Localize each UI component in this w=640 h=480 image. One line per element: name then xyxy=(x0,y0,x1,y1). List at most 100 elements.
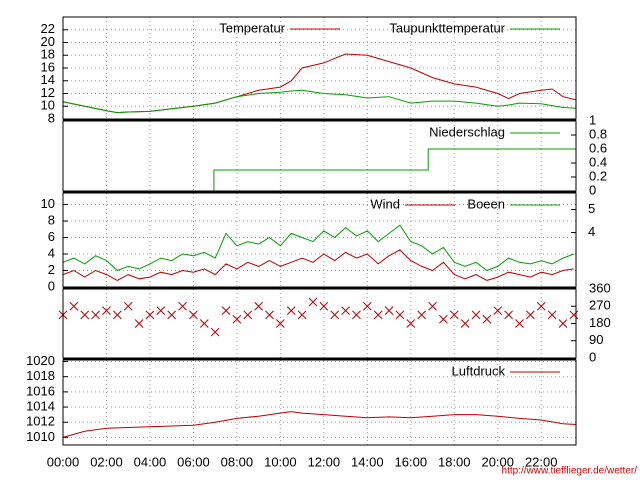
data-line xyxy=(62,224,574,272)
y-tick-label: 10 xyxy=(41,98,55,113)
data-point xyxy=(395,310,405,320)
data-point xyxy=(330,310,340,320)
data-point xyxy=(547,310,557,320)
data-point xyxy=(189,310,198,320)
y-tick-label: 270 xyxy=(589,298,611,313)
y-tick-label: 8 xyxy=(48,110,55,125)
y-tick-label: 6 xyxy=(48,229,55,244)
x-tick-label: 20:00 xyxy=(481,454,514,469)
y-tick-label: 16 xyxy=(41,59,55,74)
data-point xyxy=(123,301,133,311)
data-point xyxy=(199,319,209,328)
data-point xyxy=(352,310,361,320)
x-tick-label: 02:00 xyxy=(90,454,123,469)
legend-label: Temperatur xyxy=(219,20,285,35)
y-tick-label: 18 xyxy=(41,47,55,62)
y-tick-label: 1018 xyxy=(26,368,55,383)
y-tick-label: 1014 xyxy=(26,398,55,413)
y-tick-label: 0.6 xyxy=(589,140,607,155)
y-tick-label: 360 xyxy=(589,280,611,295)
y-tick-label: 0 xyxy=(589,182,596,197)
x-tick-label: 22:00 xyxy=(525,454,558,469)
data-point xyxy=(471,310,481,320)
x-tick-label: 16:00 xyxy=(395,454,428,469)
y-tick-label: 180 xyxy=(589,315,611,330)
y-tick-label: 0.4 xyxy=(589,154,607,169)
data-point xyxy=(525,310,535,320)
data-point xyxy=(254,301,263,311)
data-point xyxy=(341,306,350,316)
y-tick-label: 2 xyxy=(48,262,55,277)
legend-label: Wind xyxy=(370,196,400,211)
data-point xyxy=(297,310,307,320)
data-point xyxy=(80,310,90,320)
data-point xyxy=(449,310,459,320)
data-point xyxy=(558,319,568,328)
y-tick-label: 1010 xyxy=(26,429,55,444)
y-tick-label: 20 xyxy=(41,34,55,49)
data-point xyxy=(91,310,100,320)
data-point xyxy=(232,314,242,324)
x-tick-label: 10:00 xyxy=(264,454,297,469)
data-point xyxy=(210,327,220,337)
data-point xyxy=(384,306,394,316)
data-point xyxy=(536,301,546,311)
data-point xyxy=(319,301,329,311)
x-tick-label: 14:00 xyxy=(351,454,384,469)
data-point xyxy=(156,306,166,316)
y-tick-label: 90 xyxy=(589,332,603,347)
x-tick-label: 00:00 xyxy=(47,454,80,469)
data-point xyxy=(504,310,513,320)
data-line xyxy=(62,89,577,114)
y2-tick-label: 4 xyxy=(588,224,595,239)
data-point xyxy=(69,301,79,311)
data-point xyxy=(362,301,372,311)
data-point xyxy=(134,319,144,328)
x-tick-label: 18:00 xyxy=(438,454,471,469)
y-tick-label: 10 xyxy=(41,196,55,211)
y-tick-label: 22 xyxy=(41,21,55,36)
x-tick-label: 12:00 xyxy=(308,454,341,469)
x-tick-label: 08:00 xyxy=(221,454,254,469)
data-point xyxy=(167,310,177,320)
y-tick-label: 4 xyxy=(48,245,55,260)
data-point xyxy=(460,319,470,328)
data-point xyxy=(243,310,253,320)
data-point xyxy=(482,314,492,324)
data-point xyxy=(493,306,503,316)
data-point xyxy=(112,310,122,320)
data-point xyxy=(265,310,274,320)
x-tick-label: 06:00 xyxy=(177,454,210,469)
y-tick-label: 0.2 xyxy=(589,168,607,183)
y-tick-label: 1012 xyxy=(26,414,55,429)
data-point xyxy=(286,306,296,316)
data-point xyxy=(417,310,427,320)
y-tick-label: 1016 xyxy=(26,383,55,398)
data-point xyxy=(276,319,285,328)
legend-label: Taupunkttemperatur xyxy=(389,20,505,35)
y-tick-label: 1020 xyxy=(26,353,55,368)
footer-link: http://www.tiefflieger.de/wetter/ xyxy=(502,466,638,477)
y-tick-label: 0.8 xyxy=(589,126,607,141)
data-point xyxy=(439,314,448,324)
data-point xyxy=(428,301,437,311)
data-point xyxy=(406,319,416,328)
y2-tick-label: 5 xyxy=(588,201,595,216)
data-point xyxy=(145,310,155,320)
y-tick-label: 12 xyxy=(41,85,55,100)
data-point xyxy=(178,301,187,311)
data-point xyxy=(102,306,111,316)
data-line xyxy=(62,411,577,438)
y-tick-label: 0 xyxy=(48,278,55,293)
x-tick-label: 04:00 xyxy=(134,454,167,469)
y-tick-label: 0 xyxy=(589,349,596,364)
data-point xyxy=(373,310,383,320)
y-tick-label: 1 xyxy=(589,112,596,127)
data-line xyxy=(62,249,574,281)
legend-label: Boeen xyxy=(467,196,505,211)
y-tick-label: 14 xyxy=(41,72,55,87)
legend-label: Niederschlag xyxy=(429,124,505,139)
data-point xyxy=(515,319,524,328)
